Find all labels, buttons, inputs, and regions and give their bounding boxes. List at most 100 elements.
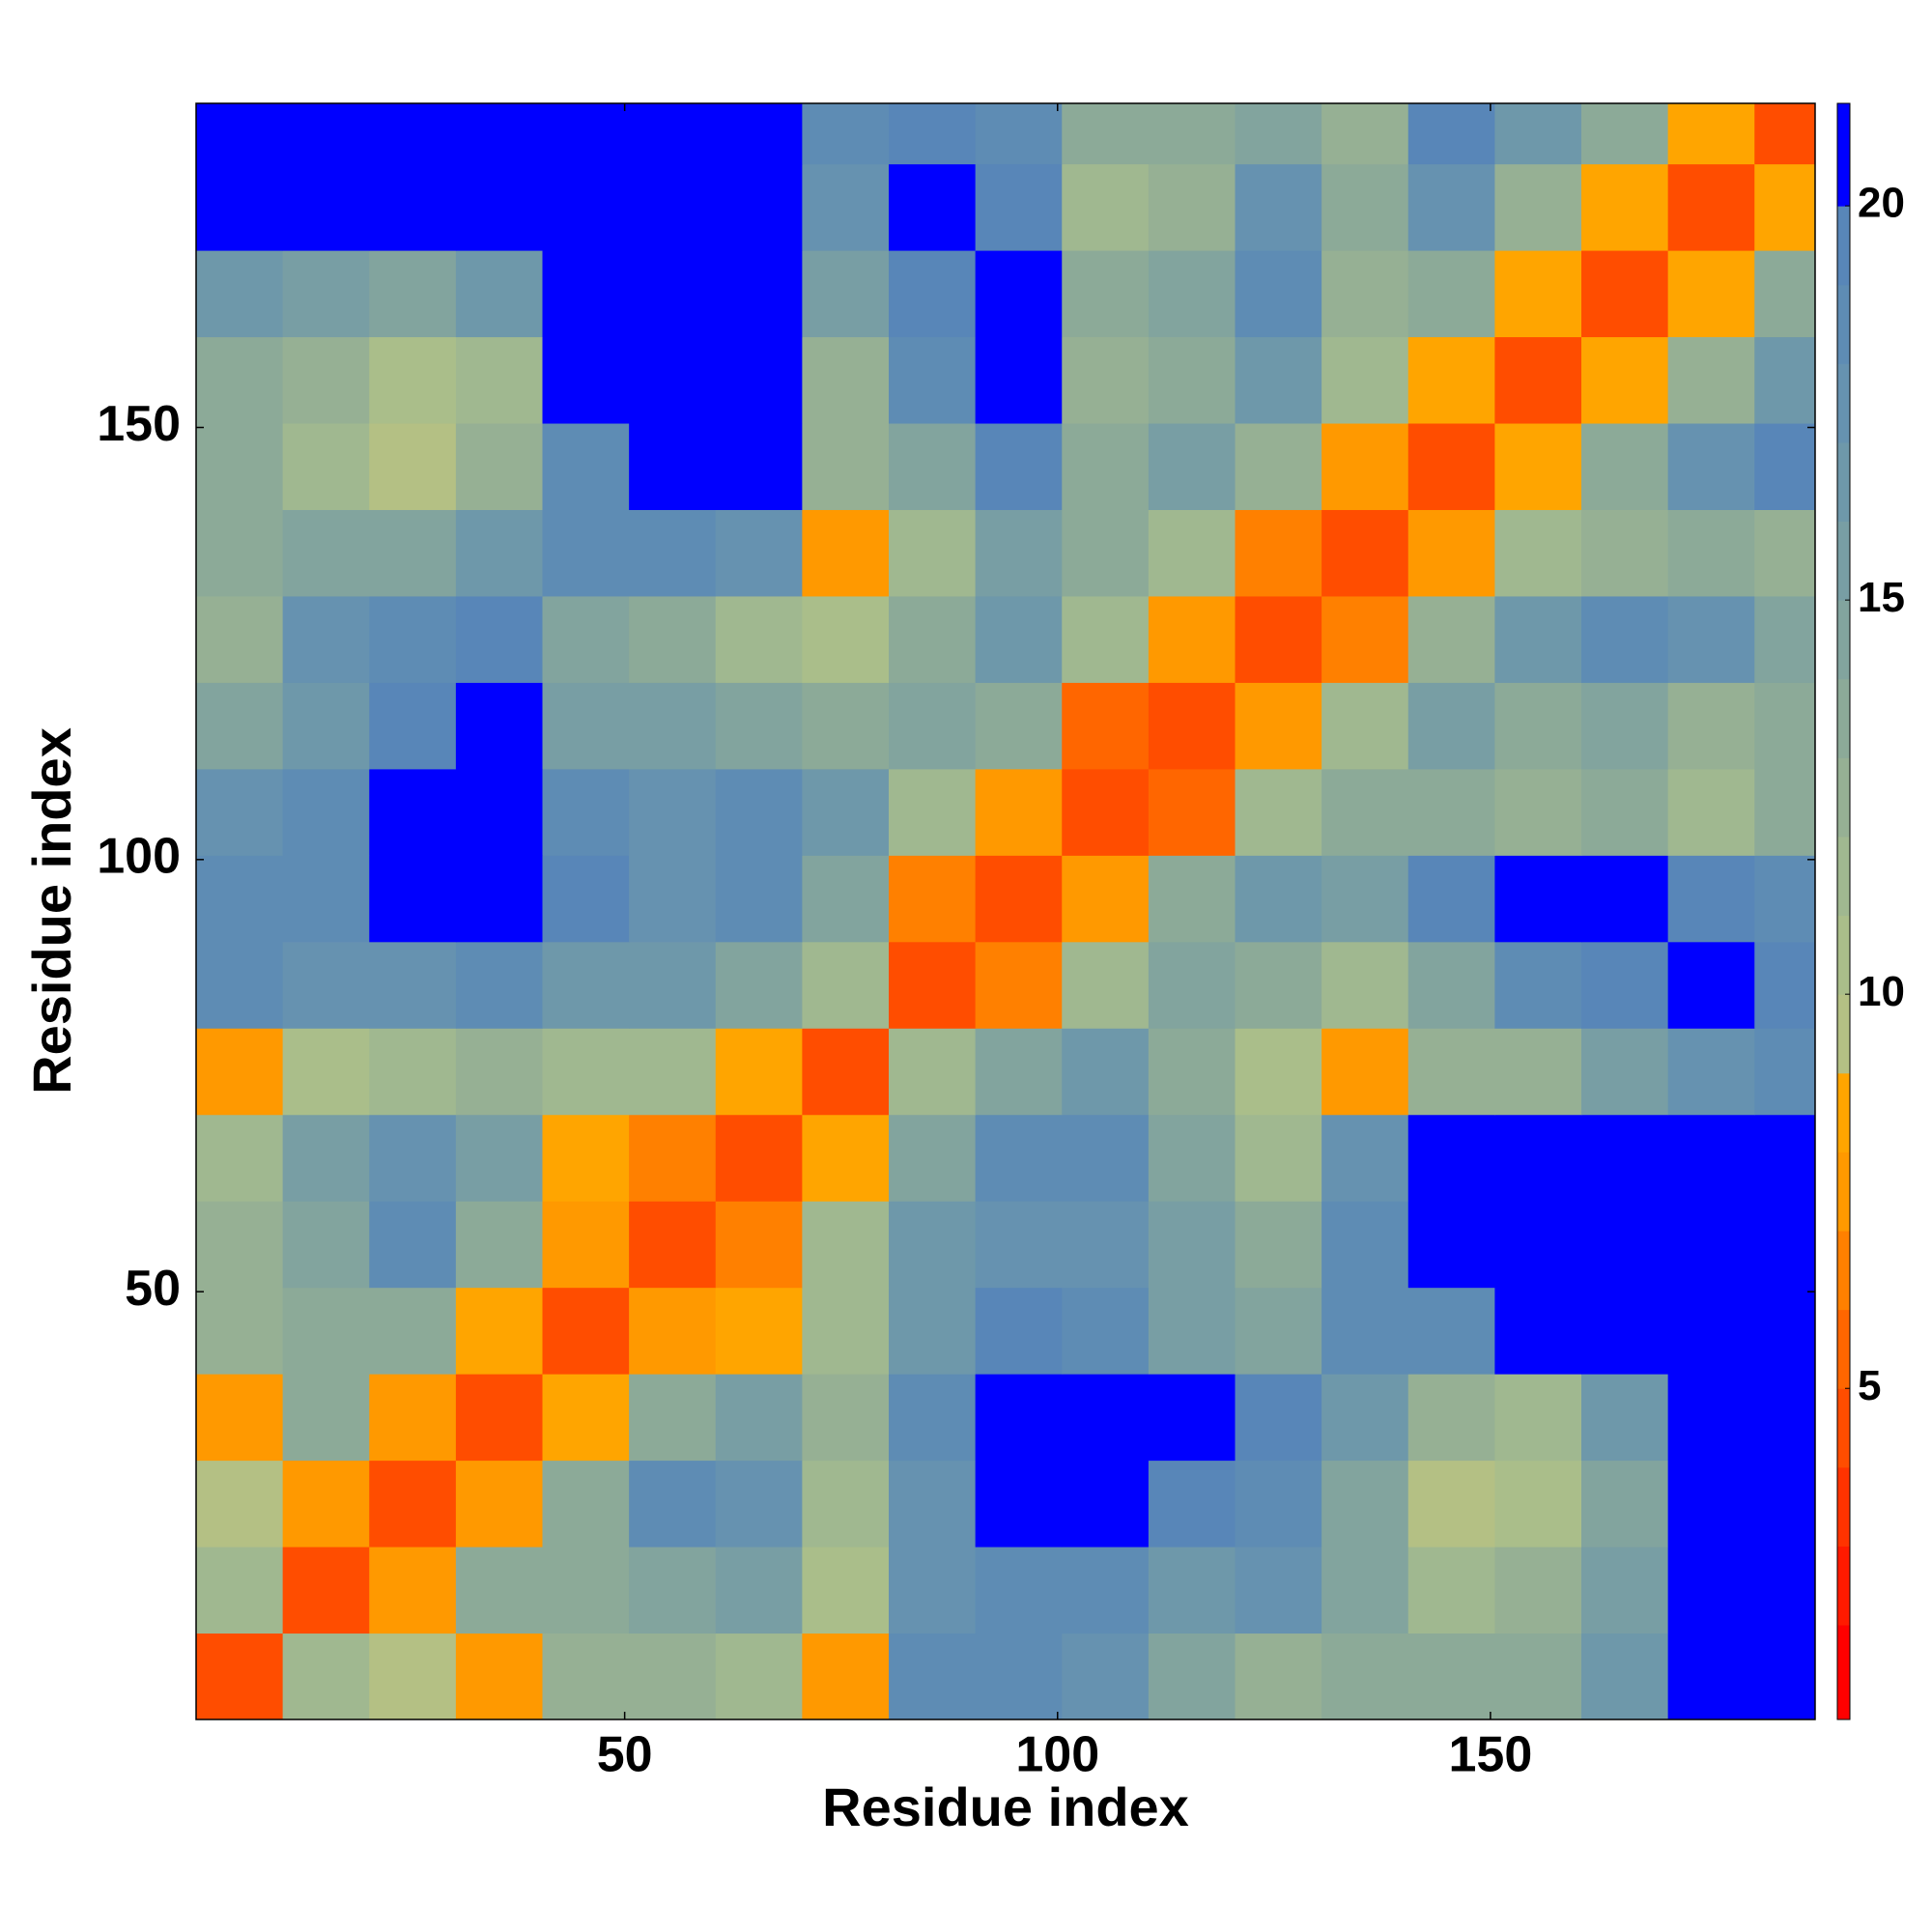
heatmap-cell	[1667, 941, 1755, 1029]
heatmap-cell	[282, 1114, 370, 1202]
heatmap-cell	[1407, 1460, 1495, 1548]
heatmap-cell	[1235, 1114, 1322, 1202]
heatmap-cell	[629, 682, 717, 770]
heatmap-cell	[802, 1547, 890, 1634]
heatmap-cell	[975, 423, 1063, 510]
heatmap-cell	[282, 1547, 370, 1634]
heatmap-cell	[975, 1028, 1063, 1116]
heatmap-cell	[455, 768, 544, 856]
heatmap-cell	[1754, 1633, 1816, 1720]
heatmap-cell	[629, 1287, 717, 1375]
heatmap-cell	[369, 336, 457, 424]
heatmap-cell	[1494, 941, 1582, 1029]
heatmap-cell	[715, 103, 803, 165]
heatmap-cell	[542, 163, 630, 251]
heatmap-cell	[802, 336, 890, 424]
heatmap-cell	[196, 1028, 284, 1116]
heatmap-cell	[715, 1460, 803, 1548]
colorbar-segment	[1837, 1466, 1850, 1547]
heatmap-cell	[542, 1201, 630, 1289]
heatmap-cell	[1235, 1460, 1322, 1548]
heatmap-cell	[196, 595, 284, 683]
heatmap-cell	[196, 855, 284, 943]
colorbar-tick-label: 20	[1858, 180, 1905, 227]
heatmap-cell	[1754, 250, 1816, 338]
heatmap-cell	[542, 103, 630, 165]
heatmap-cell	[196, 1374, 284, 1462]
plot-frame	[195, 102, 1816, 1720]
heatmap-cell	[715, 1633, 803, 1720]
heatmap-cell	[369, 163, 457, 251]
heatmap-cell	[1321, 682, 1409, 770]
heatmap-cell	[1407, 423, 1495, 510]
heatmap-cell	[1321, 1028, 1409, 1116]
heatmap-cell	[1494, 336, 1582, 424]
heatmap-cell	[1321, 1287, 1409, 1375]
heatmap-cell	[975, 1114, 1063, 1202]
heatmap-cell	[1494, 163, 1582, 251]
heatmap-cell	[542, 1114, 630, 1202]
heatmap-cell	[196, 250, 284, 338]
heatmap-cell	[889, 1201, 977, 1289]
heatmap-cell	[1581, 595, 1669, 683]
heatmap-cell	[629, 1028, 717, 1116]
heatmap-cell	[455, 1547, 544, 1634]
heatmap-cell	[282, 768, 370, 856]
heatmap-cell	[1062, 855, 1150, 943]
heatmap-cell	[1581, 336, 1669, 424]
heatmap-cell	[282, 1028, 370, 1116]
heatmap-cell	[889, 682, 977, 770]
heatmap-cell	[1321, 250, 1409, 338]
colorbar-segment	[1837, 1151, 1850, 1232]
heatmap-cell	[282, 103, 370, 165]
heatmap-cell	[1754, 509, 1816, 597]
heatmap-cell	[1148, 682, 1236, 770]
heatmap-cell	[1407, 768, 1495, 856]
heatmap-cell	[1581, 509, 1669, 597]
colorbar-segment	[1837, 1309, 1850, 1389]
colorbar-frame	[1836, 102, 1851, 1720]
heatmap-cell	[1667, 1633, 1755, 1720]
colorbar-segment	[1837, 521, 1850, 601]
heatmap-cell	[369, 1201, 457, 1289]
heatmap-cell	[369, 1287, 457, 1375]
heatmap-cell	[975, 941, 1063, 1029]
heatmap-cell	[369, 941, 457, 1029]
heatmap-cell	[1148, 595, 1236, 683]
colorbar-segment	[1837, 678, 1850, 758]
heatmap-cell	[1754, 1287, 1816, 1375]
heatmap-cell	[975, 163, 1063, 251]
colorbar-segment	[1837, 1072, 1850, 1152]
heatmap-cell	[369, 768, 457, 856]
heatmap-cell	[1062, 1633, 1150, 1720]
heatmap-cell	[196, 1633, 284, 1720]
heatmap-cell	[369, 1028, 457, 1116]
heatmap-cell	[629, 1547, 717, 1634]
heatmap-cell	[1321, 509, 1409, 597]
heatmap-cell	[889, 595, 977, 683]
x-tick-label: 50	[597, 1727, 653, 1783]
heatmap-cell	[1407, 1633, 1495, 1720]
heatmap-cell	[282, 509, 370, 597]
heatmap-cell	[1235, 1374, 1322, 1462]
heatmap-cell	[1148, 250, 1236, 338]
heatmap-cell	[629, 163, 717, 251]
heatmap-cell	[1321, 1114, 1409, 1202]
heatmap-cell	[889, 250, 977, 338]
heatmap-cell	[1062, 1460, 1150, 1548]
heatmap-cell	[196, 1547, 284, 1634]
heatmap-cell	[715, 1201, 803, 1289]
heatmap-cell	[455, 682, 544, 770]
heatmap-cell	[1235, 336, 1322, 424]
colorbar-tick-label: 5	[1858, 1362, 1881, 1409]
heatmap-cell	[455, 1460, 544, 1548]
heatmap-cell	[975, 768, 1063, 856]
heatmap-cell	[1494, 1460, 1582, 1548]
heatmap-cell	[1321, 595, 1409, 683]
heatmap-cell	[715, 423, 803, 510]
heatmap-cell	[1494, 682, 1582, 770]
heatmap-cell	[455, 1374, 544, 1462]
heatmap-cell	[1062, 941, 1150, 1029]
heatmap-cell	[629, 103, 717, 165]
heatmap-cell	[1148, 1547, 1236, 1634]
